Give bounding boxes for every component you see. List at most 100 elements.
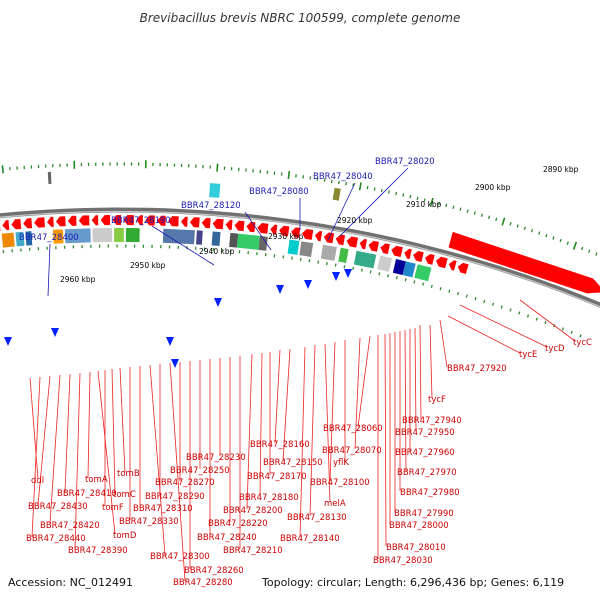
cog-block — [377, 255, 393, 272]
gene-label[interactable]: BBR47_28100 — [310, 478, 370, 488]
scale-tick — [538, 231, 541, 235]
gene-label[interactable]: tomA — [85, 475, 108, 485]
gene-label[interactable]: tomF — [102, 503, 124, 513]
label-connector — [354, 337, 361, 450]
gene-label[interactable]: BBR47_27970 — [397, 468, 457, 478]
inner-tick — [326, 262, 328, 266]
gene-arrow — [168, 216, 179, 227]
gene-label[interactable]: BBR47_28410 — [57, 489, 117, 499]
inner-tick — [352, 266, 355, 271]
gene-arrow — [181, 216, 188, 227]
gene-label[interactable]: BBR47_28310 — [133, 504, 193, 514]
gene-label[interactable]: BBR47_28290 — [145, 492, 205, 502]
gene-label[interactable]: BBR47_27940 — [402, 416, 462, 426]
gene-label[interactable]: BBR47_28390 — [68, 546, 128, 556]
scale-tick — [445, 203, 448, 208]
marker-track — [4, 269, 352, 368]
gene-arrow — [225, 219, 233, 231]
inner-tick — [413, 280, 416, 284]
gene-arrow — [404, 248, 412, 260]
gene-label[interactable]: BBR47_28120 — [181, 201, 241, 211]
inner-tick — [535, 317, 538, 321]
gene-label[interactable]: BBR47_28300 — [150, 552, 210, 562]
gene-label[interactable]: BBR47_28260 — [184, 566, 244, 576]
gene-arrow — [11, 218, 22, 230]
gene-label[interactable]: BBR47_28080 — [249, 187, 309, 197]
gene-label[interactable]: tycF — [428, 395, 446, 405]
gene-label[interactable]: BBR47_28330 — [119, 517, 179, 527]
gene-label[interactable]: BBR47_28220 — [208, 519, 268, 529]
cog-block — [15, 231, 25, 247]
gene-label[interactable]: BBR47_28280 — [173, 578, 233, 588]
gene-label[interactable]: BBR47_28150 — [263, 458, 323, 468]
gene-label[interactable]: melA — [324, 499, 346, 509]
gene-label[interactable]: tomD — [113, 531, 137, 541]
label-connector — [324, 343, 331, 503]
gene-arrow — [279, 225, 290, 237]
gene-label[interactable]: BBR47_28040 — [313, 172, 373, 182]
scale-label: 2960 kbp — [60, 275, 96, 284]
inner-tick — [439, 287, 442, 291]
gene-label[interactable]: BBR47_27920 — [447, 364, 507, 374]
gene-label[interactable]: BBR47_28010 — [386, 543, 446, 553]
inner-tick — [579, 334, 582, 338]
label-connector — [429, 324, 433, 399]
gene-label[interactable]: BBR47_27950 — [395, 428, 455, 438]
cog-block — [125, 228, 140, 243]
inner-tick — [387, 274, 390, 278]
gene-label[interactable]: BBR47_28170 — [247, 472, 307, 482]
gene-label[interactable]: BBR47_28160 — [250, 440, 310, 450]
gene-label[interactable]: yflK — [333, 458, 349, 468]
gene-arrow — [302, 228, 314, 240]
gene-label[interactable]: tycC — [573, 338, 592, 348]
scale-tick — [358, 182, 362, 191]
gene-label[interactable]: BBR47_28430 — [28, 502, 88, 512]
label-connector — [309, 344, 316, 517]
gene-label[interactable]: BBR47_28130 — [287, 513, 347, 523]
label-connector — [246, 353, 253, 510]
gene-label[interactable]: BBR47_28230 — [186, 453, 246, 463]
gene-label[interactable]: tomC — [113, 490, 136, 500]
gene-label[interactable]: BBR47_28420 — [40, 521, 100, 531]
gene-label[interactable]: BBR47_28250 — [170, 466, 230, 476]
gene-label[interactable]: BBR47_28060 — [323, 424, 383, 434]
gene-label[interactable]: BBR47_28030 — [373, 556, 433, 566]
gene-arrow — [380, 243, 390, 255]
cog-block — [332, 187, 341, 201]
gene-label[interactable]: BBR47_28070 — [322, 446, 382, 456]
gene-label[interactable]: tomB — [117, 469, 140, 479]
label-connector — [339, 167, 409, 237]
label-connector — [64, 373, 71, 493]
gene-label[interactable]: BBR47_28440 — [26, 534, 86, 544]
gene-label[interactable]: BBR47_28190 — [111, 216, 171, 226]
cog-block — [209, 183, 221, 198]
gene-label[interactable]: BBR47_28240 — [197, 533, 257, 543]
gene-label[interactable]: BBR47_28140 — [280, 534, 340, 544]
gene-label[interactable]: tycD — [545, 344, 565, 354]
gene-label[interactable]: tycE — [519, 350, 537, 360]
position-marker — [276, 285, 284, 294]
scale-tick — [380, 188, 383, 193]
gene-label[interactable]: BBR47_28020 — [375, 157, 435, 167]
scale-tick — [495, 217, 498, 222]
inner-tick — [518, 311, 521, 315]
gene-label[interactable]: BBR47_27990 — [394, 509, 454, 519]
gene-arrow — [246, 221, 256, 233]
gene-label[interactable]: BBR47_27980 — [400, 488, 460, 498]
cog-block — [196, 230, 203, 245]
gene-label[interactable]: BBR47_27960 — [395, 448, 455, 458]
gene-arrow — [56, 216, 66, 227]
gene-label[interactable]: BBR47_28400 — [19, 233, 79, 243]
scale-tick — [323, 178, 326, 182]
gene-arrow — [189, 217, 200, 228]
label-connector — [259, 352, 263, 497]
scale-tick — [588, 249, 591, 253]
accession-text: Accession: NC_012491 — [8, 576, 133, 589]
gene-label[interactable]: BBR47_28210 — [223, 546, 283, 556]
gene-label[interactable]: BBR47_28270 — [155, 478, 215, 488]
gene-label[interactable]: BBR47_28180 — [239, 493, 299, 503]
cog-block — [236, 233, 260, 250]
gene-label[interactable]: BBR47_28200 — [223, 506, 283, 516]
gene-label[interactable]: BBR47_28000 — [389, 521, 449, 531]
gene-label[interactable]: ddl — [31, 476, 44, 486]
